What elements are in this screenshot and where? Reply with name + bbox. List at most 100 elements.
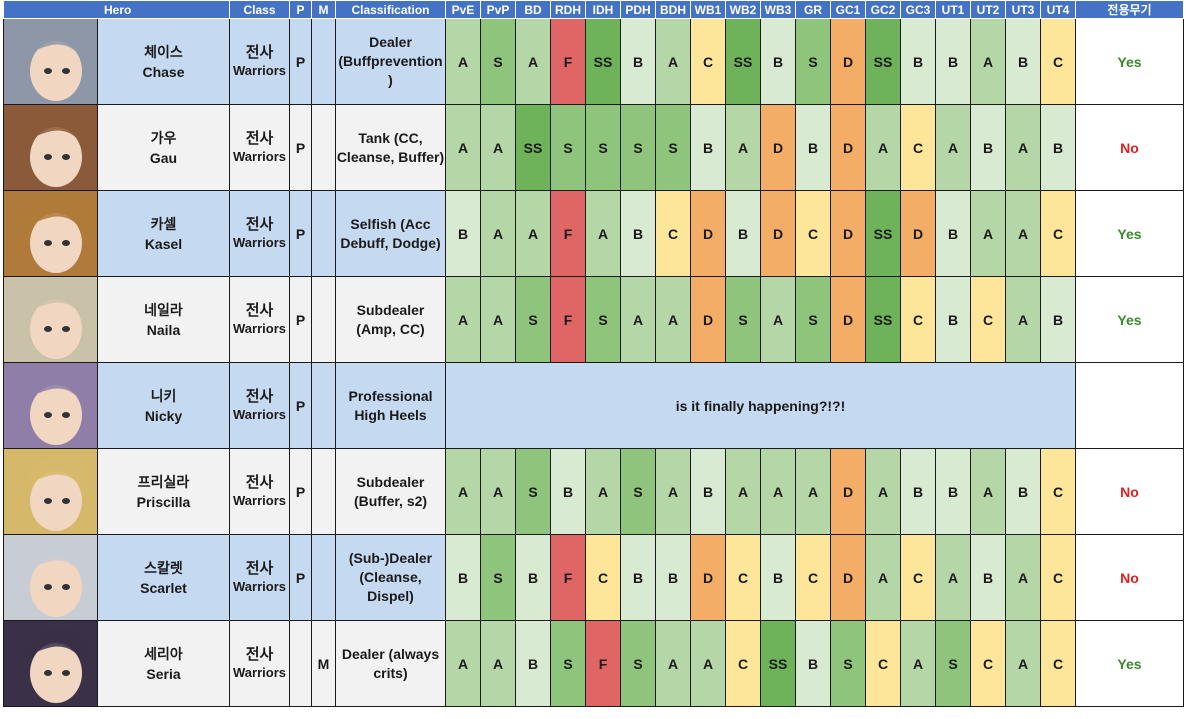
grade-wb1: B — [690, 104, 726, 191]
grade-ut2: B — [970, 534, 1006, 621]
hero-m-flag: M — [311, 620, 336, 707]
grade-wb3: B — [760, 18, 796, 105]
header-grade-rdh: RDH — [550, 0, 586, 19]
grade-pvp: A — [480, 104, 516, 191]
hero-name-korean: 카셀 — [150, 215, 177, 232]
hero-row: 니키 Nicky 전사 Warriors P Professional High Heels… — [3, 362, 1184, 449]
classification-line: Subdealer — [356, 301, 425, 318]
grade-gc2: A — [865, 448, 901, 535]
grade-gc1: D — [830, 448, 866, 535]
grade-wb3: A — [760, 276, 796, 363]
grade-gc3: B — [900, 448, 936, 535]
classification-line: (Amp, CC) — [356, 320, 425, 337]
header-grade-gr: GR — [795, 0, 831, 19]
hero-name-english: Gau — [149, 149, 178, 166]
grade-gc3: D — [900, 190, 936, 277]
classification-line: Dealer (always — [341, 645, 440, 662]
hero-p-flag — [289, 620, 312, 707]
grade-ut2: B — [970, 104, 1006, 191]
hero-m-flag — [311, 276, 336, 363]
hero-name-korean: 스칼렛 — [144, 559, 183, 576]
grade-wb1: B — [690, 448, 726, 535]
grade-pve: A — [445, 276, 481, 363]
grade-bd: A — [515, 190, 551, 277]
grade-wb2: B — [725, 190, 761, 277]
grade-gr: B — [795, 104, 831, 191]
grade-gc2: A — [865, 104, 901, 191]
portrait-image — [4, 105, 97, 190]
hero-class-english: Warriors — [233, 62, 286, 78]
grade-gc3: C — [900, 276, 936, 363]
grade-bdh: S — [655, 104, 691, 191]
grade-bd: S — [515, 276, 551, 363]
grade-ut3: A — [1005, 534, 1041, 621]
header-grade-ut3: UT3 — [1005, 0, 1041, 19]
grade-ut4: C — [1040, 18, 1076, 105]
grade-ut1: B — [935, 18, 971, 105]
hero-p-flag: P — [289, 190, 312, 277]
grade-pve: A — [445, 448, 481, 535]
header-grade-pdh: PDH — [620, 0, 656, 19]
hero-class-english: Warriors — [233, 320, 286, 336]
hero-name-korean: 프리실라 — [137, 473, 190, 490]
header-grade-bd: BD — [515, 0, 551, 19]
hero-class-korean: 전사 — [245, 387, 274, 405]
hero-classification: Dealer (Buffprevention) — [335, 18, 446, 105]
grade-wb1: D — [690, 190, 726, 277]
hero-class-english: Warriors — [233, 406, 286, 422]
classification-line: Dealer — [369, 34, 412, 50]
hero-class: 전사 Warriors — [229, 190, 290, 277]
hero-portrait — [3, 104, 98, 191]
hero-classification: Dealer (always crits) — [335, 620, 446, 707]
hero-m-flag — [311, 362, 336, 449]
grade-bdh: B — [655, 534, 691, 621]
hero-name-english: Priscilla — [136, 493, 191, 510]
grade-ut4: B — [1040, 104, 1076, 191]
hero-classification: Tank (CC, Cleanse, Buffer) — [335, 104, 446, 191]
grade-ut1: B — [935, 448, 971, 535]
hero-weapon — [1075, 362, 1184, 449]
grade-ut2: A — [970, 18, 1006, 105]
classification-line: (Cleanse, — [359, 569, 422, 585]
hero-m-flag — [311, 448, 336, 535]
grade-bd: B — [515, 534, 551, 621]
header-m: M — [311, 0, 336, 19]
header-grade-gc3: GC3 — [900, 0, 936, 19]
header-grade-wb3: WB3 — [760, 0, 796, 19]
hero-class: 전사 Warriors — [229, 104, 290, 191]
grade-idh: S — [585, 104, 621, 191]
grade-idh: A — [585, 448, 621, 535]
grade-gc1: D — [830, 534, 866, 621]
grade-pdh: B — [620, 18, 656, 105]
grade-rdh: B — [550, 448, 586, 535]
classification-line: (Buffer, s2) — [353, 492, 428, 509]
hero-portrait — [3, 190, 98, 277]
hero-portrait — [3, 620, 98, 707]
hero-classification: (Sub-)Dealer (Cleanse, Dispel) — [335, 534, 446, 621]
hero-row: 네일라 Naila 전사 Warriors P Subdealer (Amp, CC) A A S… — [3, 276, 1184, 363]
hero-m-flag — [311, 190, 336, 277]
grade-ut2: A — [970, 190, 1006, 277]
hero-class: 전사 Warriors — [229, 534, 290, 621]
grade-wb3: SS — [760, 620, 796, 707]
grade-wb2: S — [725, 276, 761, 363]
hero-class: 전사 Warriors — [229, 18, 290, 105]
grade-wb2: A — [725, 104, 761, 191]
hero-name: 체이스 Chase — [97, 18, 230, 105]
hero-name: 프리실라 Priscilla — [97, 448, 230, 535]
header-weapon: 전용무기 — [1075, 0, 1184, 19]
grade-ut3: A — [1005, 276, 1041, 363]
hero-weapon: No — [1075, 534, 1184, 621]
hero-name: 가우 Gau — [97, 104, 230, 191]
header-grade-pve: PvE — [445, 0, 481, 19]
hero-class-korean: 전사 — [245, 43, 274, 61]
classification-line: crits) — [373, 664, 408, 681]
hero-name-korean: 니키 — [150, 387, 177, 404]
grade-gc3: B — [900, 18, 936, 105]
hero-class-english: Warriors — [233, 664, 286, 680]
grade-gc2: SS — [865, 190, 901, 277]
hero-m-flag — [311, 18, 336, 105]
grade-ut3: A — [1005, 104, 1041, 191]
grade-pdh: S — [620, 104, 656, 191]
grade-wb2: C — [725, 620, 761, 707]
